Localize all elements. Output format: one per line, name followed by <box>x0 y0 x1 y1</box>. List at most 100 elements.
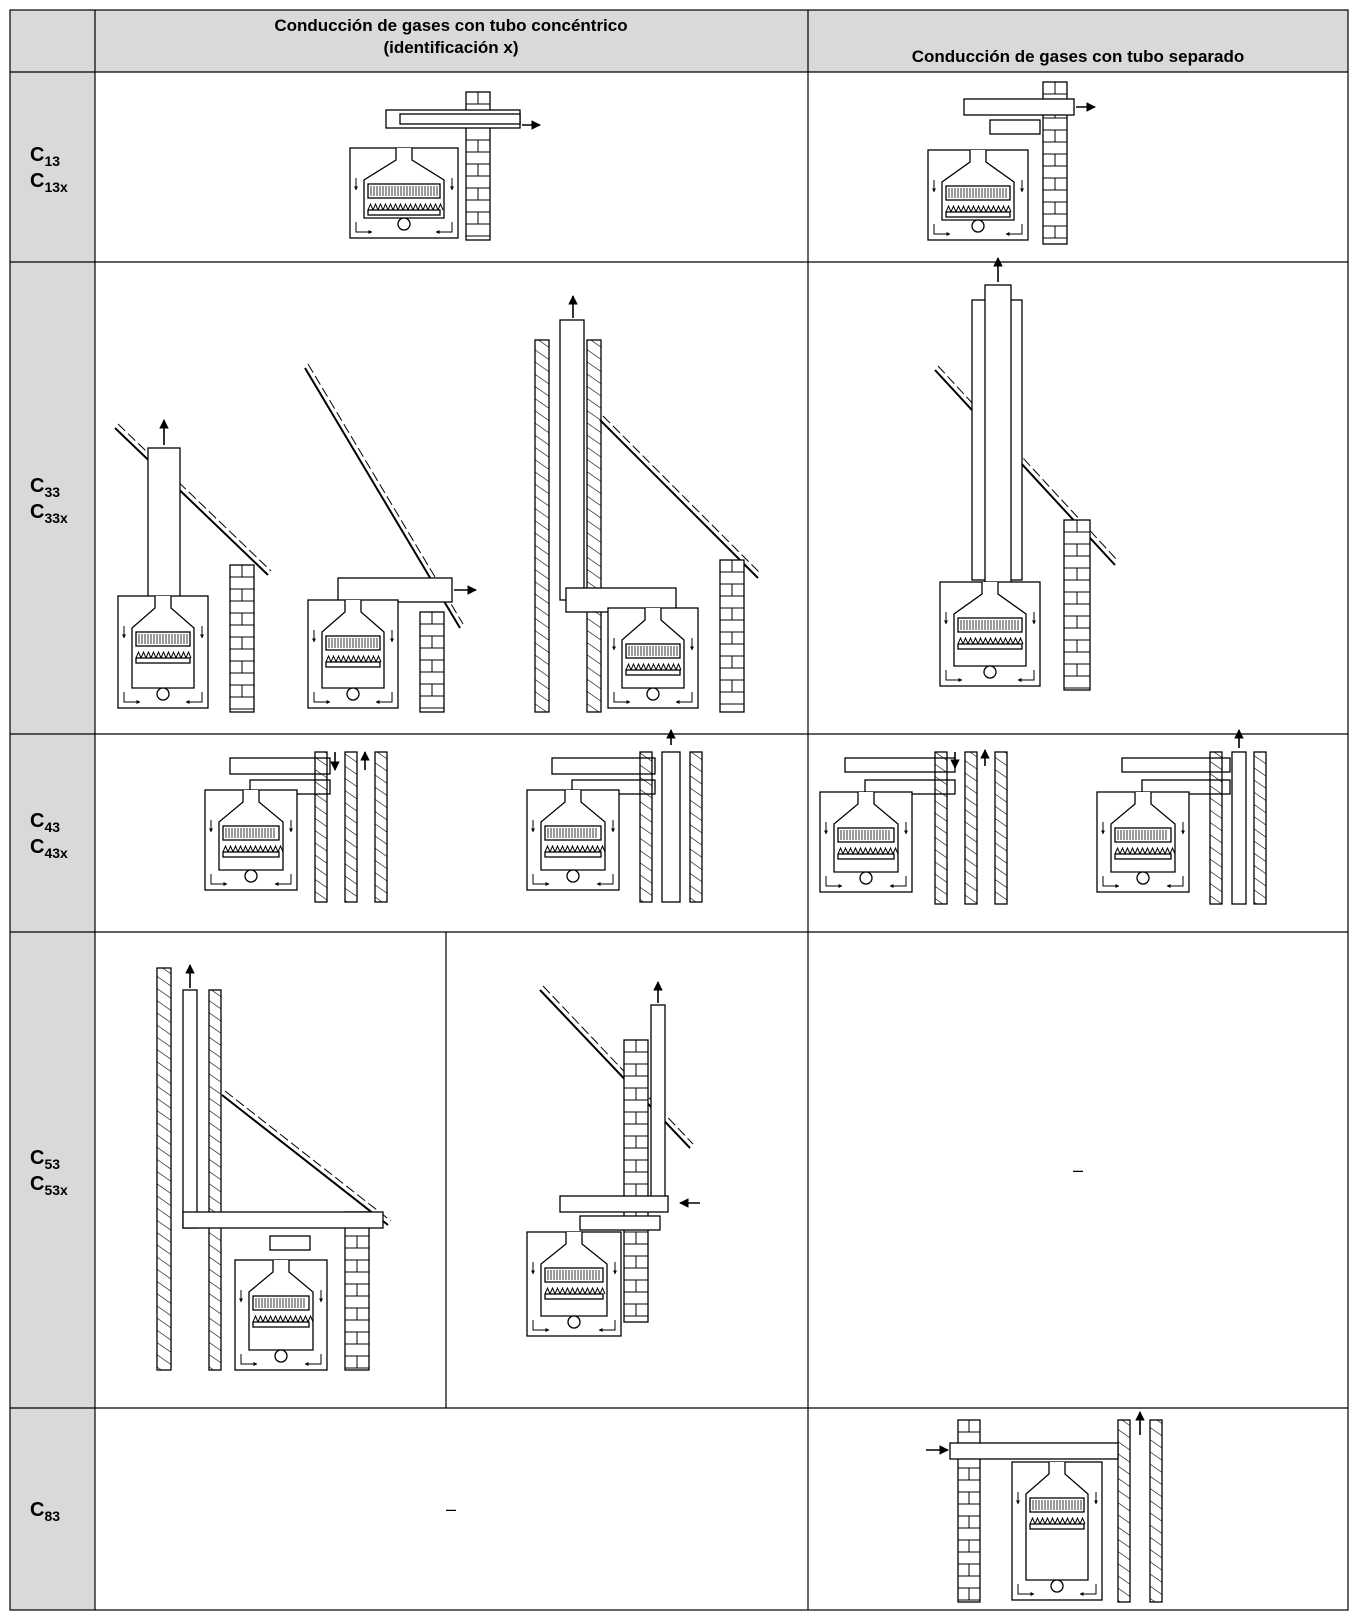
empty-dash: – <box>446 1499 456 1519</box>
burner <box>625 662 682 672</box>
burner <box>945 204 1012 214</box>
row-label: C53 <box>30 1147 60 1172</box>
air-arrow <box>598 1320 616 1332</box>
roof <box>937 365 1119 562</box>
row-label: C33x <box>30 501 68 526</box>
fan <box>156 687 170 701</box>
fan <box>983 665 997 679</box>
pipe <box>559 1195 669 1213</box>
row-label-main: C <box>30 810 44 832</box>
pipe <box>551 757 656 775</box>
air-arrow <box>532 874 550 886</box>
row-label-sub: 83 <box>44 1508 60 1524</box>
empty-dash: – <box>1073 1160 1083 1180</box>
heat-exchanger <box>945 185 1011 201</box>
hatched-wall <box>534 339 550 713</box>
burner-base <box>135 657 191 664</box>
pipe <box>399 113 521 125</box>
pipe <box>963 98 1075 116</box>
hatched-wall <box>156 967 172 1371</box>
row-label-sub: 13x <box>44 179 68 195</box>
air-arrow <box>240 1354 258 1366</box>
fan <box>346 687 360 701</box>
row-label: C13x <box>30 170 68 195</box>
fan <box>859 871 873 885</box>
air-arrow <box>375 692 393 704</box>
header-bg <box>10 10 1348 72</box>
row-label-main: C <box>30 144 44 166</box>
pipe <box>650 1004 666 1211</box>
row-label-main: C <box>30 836 44 858</box>
air-arrow <box>355 222 373 234</box>
air-arrow <box>123 692 141 704</box>
pipe <box>182 989 198 1229</box>
row-label-main: C <box>30 475 44 497</box>
pipe <box>147 447 181 599</box>
air-arrow <box>1017 670 1035 682</box>
fan <box>646 687 660 701</box>
air-arrow <box>435 222 453 234</box>
roof <box>224 1090 392 1222</box>
fan <box>274 1349 288 1363</box>
burner-base <box>325 661 381 668</box>
fan <box>971 219 985 233</box>
row-label-sub: 33x <box>44 510 68 526</box>
roof <box>114 427 269 576</box>
burner-base <box>1029 1523 1085 1530</box>
hatched-wall <box>1117 1419 1131 1603</box>
row-label-main: C <box>30 1499 44 1521</box>
hatched-wall <box>934 751 948 905</box>
burner <box>325 654 382 664</box>
pipe <box>229 757 331 775</box>
pipe <box>579 1215 661 1231</box>
pipe <box>661 751 681 903</box>
hatched-wall <box>344 751 358 903</box>
row-label-sub: 13 <box>44 153 60 169</box>
roof <box>602 415 762 575</box>
heat-exchanger <box>544 1267 604 1283</box>
hatched-wall <box>208 989 222 1371</box>
burner <box>957 636 1024 646</box>
fan <box>244 869 258 883</box>
row-label-main: C <box>30 170 44 192</box>
air-arrow <box>945 670 963 682</box>
brick-wall <box>623 1039 649 1323</box>
row-label: C33 <box>30 475 60 500</box>
burner-base <box>957 643 1023 650</box>
roof <box>539 989 691 1149</box>
fan <box>1050 1579 1064 1593</box>
pipe <box>337 577 453 603</box>
hatched-wall <box>1253 751 1267 905</box>
burner-base <box>945 211 1011 218</box>
pipe <box>984 284 1012 586</box>
pipe <box>989 119 1041 135</box>
air-arrow <box>1017 1584 1035 1596</box>
burner <box>135 650 192 660</box>
fan <box>1136 871 1150 885</box>
burner-base <box>625 669 681 676</box>
pipe <box>949 1442 1119 1460</box>
air-arrow <box>1166 876 1184 888</box>
heat-exchanger <box>957 617 1023 633</box>
air-arrow <box>185 692 203 704</box>
hatched-wall <box>964 751 978 905</box>
row-label: C43x <box>30 836 68 861</box>
burner-base <box>252 1321 310 1328</box>
fan <box>397 217 411 231</box>
hatched-wall <box>689 751 703 903</box>
hatched-wall <box>1209 751 1223 905</box>
air-arrow <box>1079 1584 1097 1596</box>
fan <box>567 1315 581 1329</box>
row-label-sub: 43 <box>44 819 60 835</box>
hatched-wall <box>314 751 328 903</box>
air-arrow <box>675 692 693 704</box>
air-arrow <box>1005 224 1023 236</box>
grid <box>9 9 1349 1611</box>
hatched-wall <box>586 339 602 713</box>
row-label-sub: 33 <box>44 484 60 500</box>
hatched-wall <box>994 751 1008 905</box>
row-label-sub: 53x <box>44 1182 68 1198</box>
air-arrow <box>889 876 907 888</box>
burner-base <box>544 1293 604 1300</box>
